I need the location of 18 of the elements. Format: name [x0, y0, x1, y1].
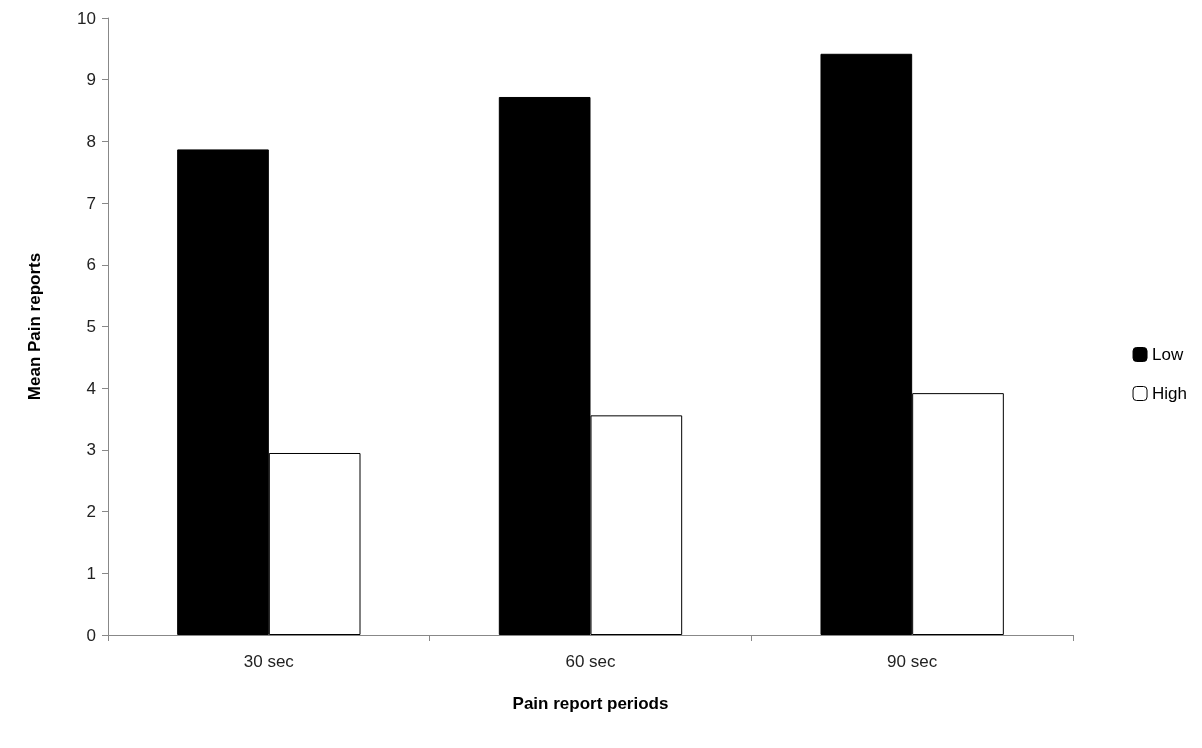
- y-tick-label: 10: [77, 8, 96, 28]
- y-tick-label: 6: [86, 255, 96, 275]
- legend-label: Low: [1152, 345, 1184, 364]
- y-tick-label: 5: [86, 317, 96, 336]
- y-tick-label: 1: [86, 563, 96, 583]
- y-axis-title: Mean Pain reports: [25, 252, 44, 401]
- y-tick-label: 3: [86, 440, 96, 460]
- y-tick-label: 0: [86, 625, 96, 645]
- x-tick-label: 90 sec: [887, 652, 938, 671]
- y-tick-label: 7: [86, 193, 96, 213]
- y-tick-label: 8: [86, 131, 96, 151]
- x-axis-title: Pain report periods: [512, 694, 669, 713]
- y-tick-label: 4: [86, 378, 96, 398]
- x-tick-label: 30 sec: [243, 652, 295, 671]
- x-tick-label: 60 sec: [565, 652, 617, 671]
- y-tick-label: 9: [86, 70, 96, 90]
- y-tick-label: 2: [86, 502, 96, 522]
- legend-label: High: [1152, 384, 1188, 403]
